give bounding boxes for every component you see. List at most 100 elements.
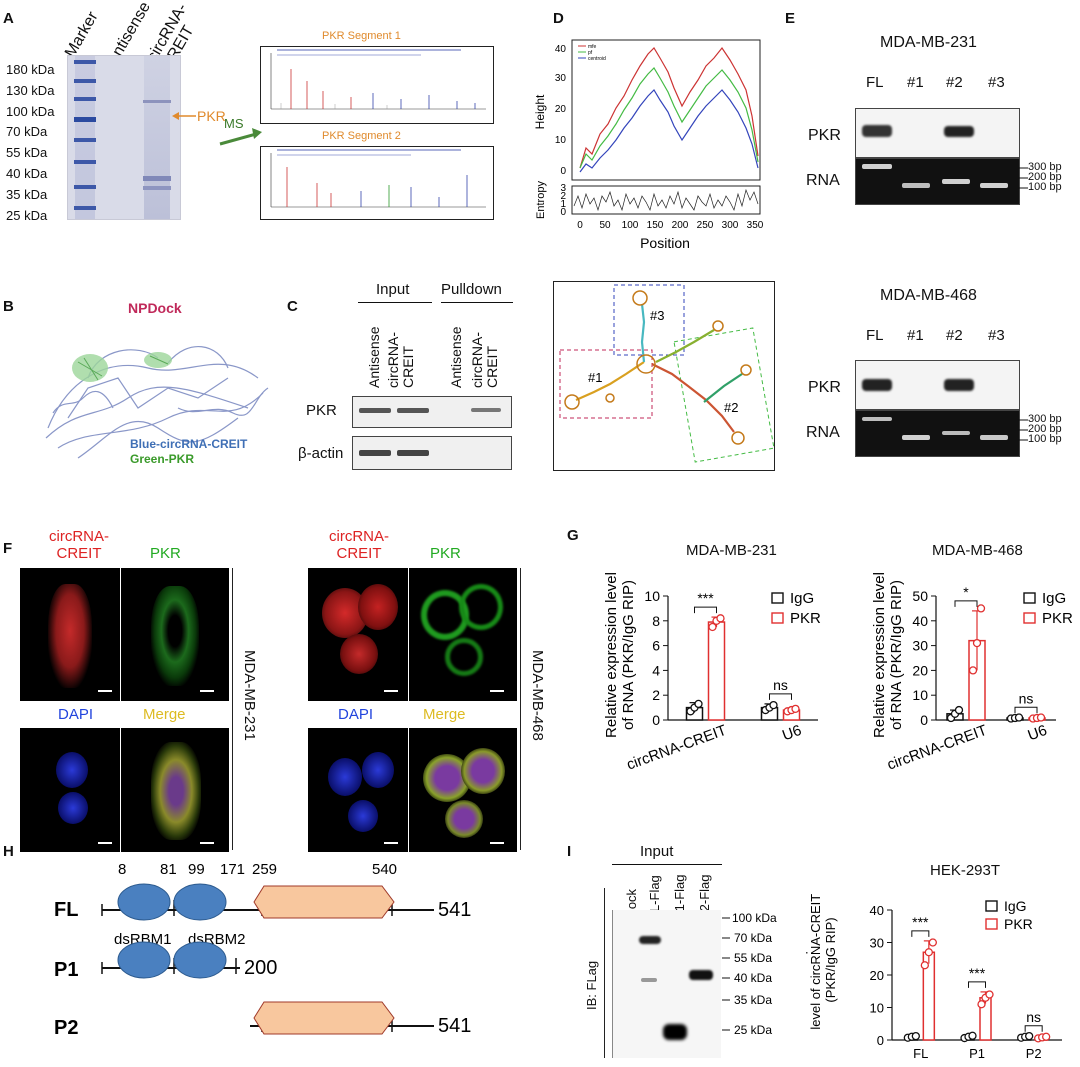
i-ylabel: Relative expression level of circRNA-CRE… [806,890,838,1029]
scale-bar [490,842,504,844]
f1-circ-image [20,568,120,701]
panel-label-f: F [3,540,13,557]
sig-bracket [954,600,978,607]
bp-ticks-2 [1018,419,1028,441]
position-label: Position [640,235,690,251]
sig-label: *** [969,965,986,981]
p1-end: 200 [244,957,277,979]
i-plot: 0 10 20 30 40 *** FL *** P1 ns P2 IgG PKR [870,898,1062,1061]
panel-label-i: I [567,843,572,860]
svg-text:20: 20 [555,104,567,115]
sig-label: ns [773,677,788,693]
ms-spectrum-1 [260,46,494,124]
y-tick-label: 8 [652,613,660,629]
position-ticks: 0 50 100 150 200 250 300 350 [577,220,764,231]
data-point [1025,1031,1034,1041]
f-merge-label-1: Merge [143,706,186,723]
y-tick-label: 30 [870,936,884,951]
marker-band [74,206,96,210]
legend-label: PKR [1042,610,1073,627]
marker-band [74,60,96,64]
svg-text:100 kDa: 100 kDa [732,912,777,925]
entropy-label: Entropy [535,181,547,219]
npdock-structure [45,346,269,459]
e-blot-pkr-2 [855,360,1020,410]
f2-divider [520,568,521,850]
mountain-legend: mfe pf centroid [578,44,606,62]
sample-band [143,100,171,103]
legend-label: IgG [790,590,814,607]
coomassie-gel [67,55,181,220]
scale-bar [98,690,112,692]
panel-label-c: C [287,298,298,315]
scale-bar [98,842,112,844]
input-header: Input [376,281,410,298]
panel-label-g: G [567,527,579,544]
marker-band [74,117,96,122]
g-charts-svg: Relative expression levelof RNA (PKR/IgG… [603,572,1073,774]
legend-label: IgG [1004,898,1027,914]
fl-kinase [253,885,395,919]
sig-bracket [1014,706,1038,714]
f-dapi-label-2: DAPI [338,706,374,723]
fl-end: 541 [438,899,471,921]
legend-swatch [771,592,784,604]
y-tick-label: 10 [870,1001,884,1016]
svg-text:0: 0 [560,166,566,177]
e-row-pkr-2: PKR [808,379,841,396]
pulldown-underline [441,302,513,303]
rna-secondary-structure: #1 #2 #3 [553,281,775,471]
data-point [791,704,800,713]
sig-label: ns [1026,1009,1041,1025]
panel-label-a: A [3,10,14,27]
svg-text:100: 100 [622,220,639,231]
legend-swatch [985,918,998,930]
f1-pkr-image [121,568,229,701]
data-point [1042,1032,1051,1041]
entropy-line [573,188,759,212]
g1-plot: 0 2 4 6 8 10 *** circRNA-CREIT ns U6 IgG PKR [624,588,821,774]
pos-259: 259 [252,861,277,878]
svg-text:40 kDa: 40 kDa [734,971,772,985]
y-tick-label: 30 [912,638,928,654]
svg-text:0: 0 [560,207,566,218]
p1-dsrbm2 [173,941,227,979]
svg-text:40: 40 [555,44,567,55]
svg-text:pf: pf [588,50,593,56]
e-blot-pkr-1 [855,108,1020,158]
y-tick-label: 0 [920,712,928,728]
e-row-rna-1: RNA [806,172,840,189]
pos-171: 171 [220,861,245,878]
category-label: P2 [1026,1046,1042,1061]
centroid-line [579,89,759,173]
data-point [985,990,994,999]
f-dapi-label-1: DAPI [58,706,94,723]
sig-bracket [1024,1025,1043,1032]
input-underline [358,302,432,303]
category-label: U6 [780,722,804,745]
data-point [1014,713,1024,722]
height-ticks: 0 10 20 30 40 [555,44,567,177]
legend-swatch [985,900,998,912]
marker-band [74,138,96,142]
g2-title: MDA-MB-468 [932,542,1023,559]
region-1: #1 [588,370,602,385]
entropy-ticks: 0 1 2 3 [560,183,566,218]
svg-text:70 kDa: 70 kDa [734,931,772,945]
spectrum-1-plot [270,49,486,110]
height-label: Height [533,94,547,129]
f-merge-label-2: Merge [423,706,466,723]
i-ib-line [604,888,605,1058]
f-circ-label-2: circRNA- CREIT [329,528,389,562]
f2-pkr-image [409,568,517,701]
pf-line [579,67,759,169]
g2-ylabel: Relative expression levelof RNA (PKR/IgG… [871,572,905,738]
bar-pkr-0 [707,621,726,721]
data-point [708,622,717,632]
sig-bracket [968,981,986,988]
category-label: FL [913,1046,928,1061]
sig-bracket [694,606,717,614]
sample-band [143,176,171,181]
sig-label: * [963,584,969,600]
svg-text:350: 350 [747,220,764,231]
